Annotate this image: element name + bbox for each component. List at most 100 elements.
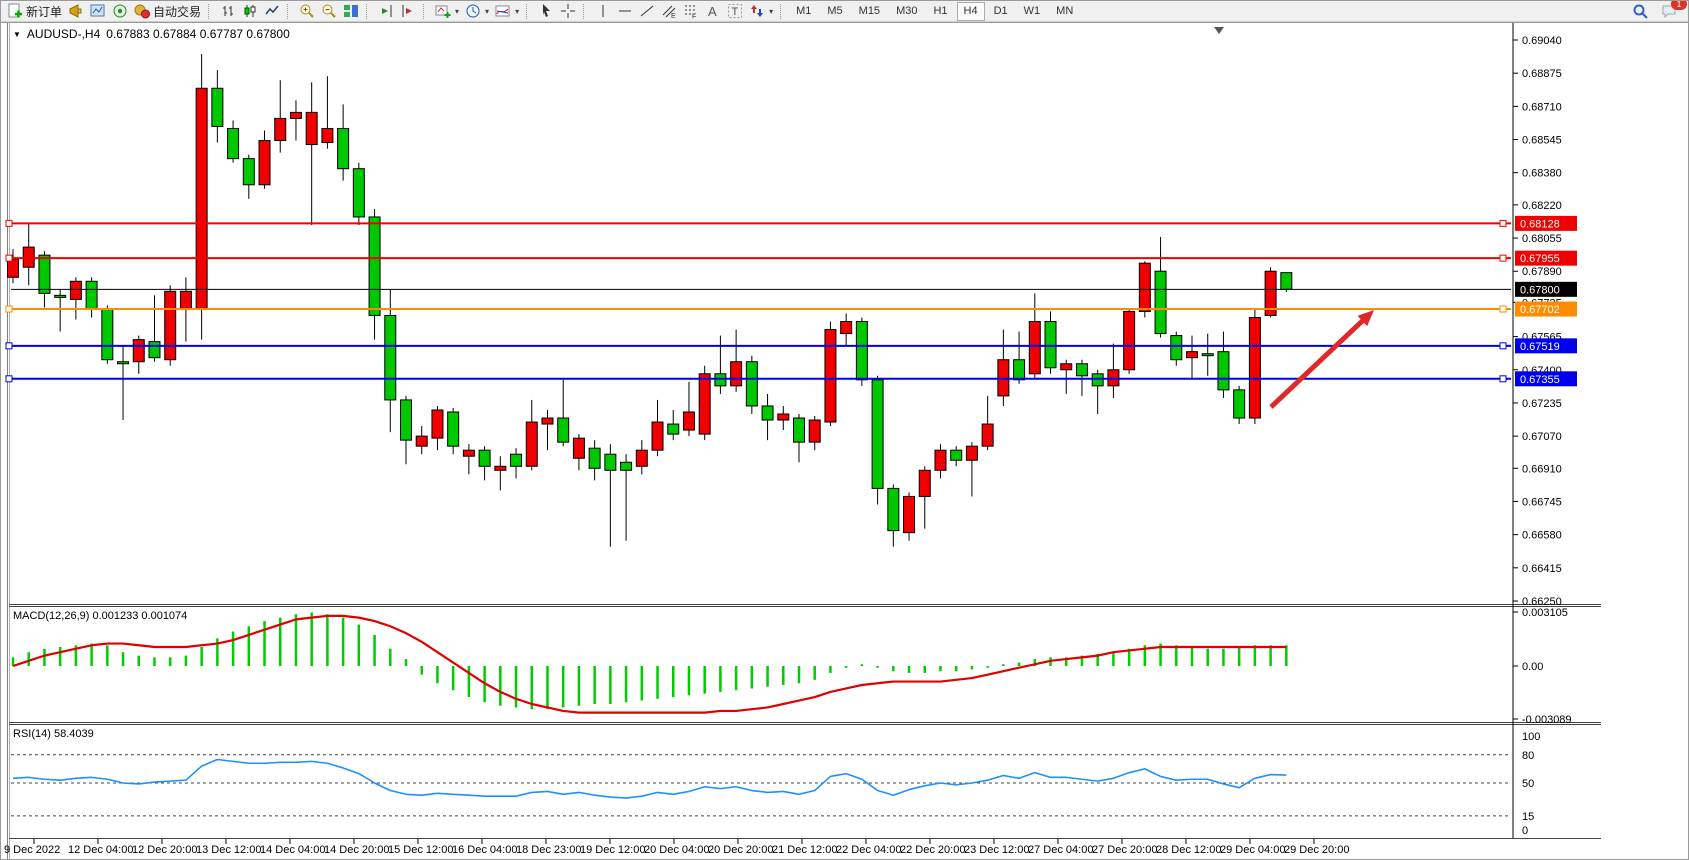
price-tick-label: 0.66415: [1522, 563, 1562, 575]
support-line-2-handle[interactable]: [1499, 375, 1507, 383]
timeframe-D1[interactable]: D1: [993, 5, 1008, 17]
equidistant-channel-icon: E: [662, 5, 676, 19]
timeframe-M5[interactable]: M5: [827, 5, 843, 17]
candle: [808, 416, 821, 451]
chart-shift-button[interactable]: [397, 2, 419, 21]
symbol-dropdown-icon[interactable]: ▼: [13, 29, 21, 39]
price-tick-label: 0.67890: [1522, 266, 1562, 278]
trendline-button[interactable]: [636, 2, 658, 21]
line-chart-button[interactable]: [261, 2, 283, 21]
alerts-button[interactable]: [65, 2, 87, 21]
auto-scroll-icon: [382, 5, 392, 17]
candle: [903, 492, 916, 541]
text-button[interactable]: A: [702, 2, 724, 21]
candle: [305, 82, 318, 225]
equidistant-channel-button[interactable]: E: [658, 2, 680, 21]
arrows-icon: [751, 5, 764, 17]
candle: [337, 104, 350, 181]
toolbar-separator: [423, 3, 428, 19]
candle: [69, 277, 82, 320]
support-line-2-price-badge: [1515, 371, 1577, 387]
templates-button[interactable]: ▾: [492, 2, 522, 21]
search-button[interactable]: [1629, 2, 1652, 21]
trend-arrow-head: [1357, 310, 1374, 327]
support-line-1-handle[interactable]: [1499, 342, 1507, 350]
auto-scroll-button[interactable]: [375, 2, 397, 21]
time-tick-label: 15 Dec 12:00: [388, 844, 453, 856]
candle: [871, 375, 884, 505]
fibonacci-button[interactable]: F: [680, 2, 702, 21]
horizontal-line-button[interactable]: [614, 2, 636, 21]
resistance-line-2-handle[interactable]: [1499, 254, 1507, 262]
chart-title: ▼ AUDUSD-,H4 0.67883 0.67884 0.67787 0.6…: [13, 27, 290, 41]
periods-button[interactable]: ▾: [462, 2, 492, 21]
timeframe-W1[interactable]: W1: [1023, 5, 1041, 17]
vertical-line-button[interactable]: [592, 2, 614, 21]
candle: [1154, 237, 1167, 338]
timeframe-M15[interactable]: M15: [858, 5, 881, 17]
text-label-button[interactable]: T: [724, 2, 746, 21]
resistance-line-1-handle[interactable]: [5, 219, 13, 227]
chart-window-button[interactable]: [87, 2, 109, 21]
timeframe-MN[interactable]: MN: [1056, 5, 1074, 17]
svg-text:F: F: [692, 14, 696, 20]
arrows-button[interactable]: ▾: [746, 2, 776, 21]
timeframe-H4[interactable]: H4: [956, 1, 985, 21]
candle: [730, 329, 743, 392]
fibonacci-icon: F: [685, 5, 698, 20]
candle: [981, 395, 994, 451]
candle: [572, 434, 585, 471]
bar-chart-icon: [223, 6, 234, 16]
time-tick-label: 21 Dec 12:00: [772, 844, 837, 856]
pivot-line-price-badge: [1515, 301, 1577, 317]
support-line-1-handle[interactable]: [5, 342, 13, 350]
resistance-line-1-handle[interactable]: [1499, 219, 1507, 227]
candle: [604, 444, 617, 547]
cursor-button[interactable]: [535, 2, 557, 21]
rsi-tick-label: 0: [1522, 825, 1528, 837]
signals-button[interactable]: [109, 2, 131, 21]
pivot-line-handle[interactable]: [5, 305, 13, 313]
zoom-out-button[interactable]: [318, 2, 340, 21]
candle: [793, 414, 805, 463]
zoom-in-icon: [300, 4, 314, 18]
timeframe-M1[interactable]: M1: [796, 5, 812, 17]
chart-shift-marker-icon: [1214, 27, 1224, 34]
candle: [1233, 385, 1246, 425]
time-tick-label: 16 Dec 04:00: [452, 844, 517, 856]
toolbar: 新订单 自动交易: [1, 1, 1688, 22]
tile-windows-button[interactable]: [340, 2, 362, 21]
trendline-icon: [640, 5, 654, 17]
signals-icon: [113, 4, 127, 18]
candlestick-chart-button[interactable]: [239, 2, 261, 21]
tile-windows-icon: [344, 5, 359, 17]
candle: [651, 399, 664, 457]
candle: [415, 426, 428, 455]
candle: [1028, 293, 1041, 380]
time-tick-label: 28 Dec 12:00: [1156, 844, 1221, 856]
crosshair-button[interactable]: [557, 2, 579, 21]
timeframe-H1[interactable]: H1: [933, 5, 948, 17]
resistance-line-2-handle[interactable]: [5, 254, 13, 262]
candle: [745, 355, 758, 415]
price-tick-label: 0.69040: [1522, 35, 1562, 47]
pivot-line-handle[interactable]: [1499, 305, 1507, 313]
candle: [698, 365, 711, 441]
bar-chart-button[interactable]: [217, 2, 239, 21]
rsi-tick-label: 100: [1522, 731, 1540, 743]
new-order-button[interactable]: 新订单: [4, 2, 65, 21]
timeframe-M30[interactable]: M30: [896, 5, 918, 17]
notifications-button[interactable]: 1: [1658, 1, 1687, 21]
candle: [1075, 359, 1088, 396]
time-tick-label: 20 Dec 04:00: [644, 844, 709, 856]
zoom-in-button[interactable]: [296, 2, 318, 21]
time-tick-label: 27 Dec 04:00: [1028, 844, 1093, 856]
resistance-line-1-price-badge-label: 0.68128: [1520, 218, 1560, 230]
autotrading-button[interactable]: 自动交易: [131, 2, 204, 21]
indicators-button[interactable]: ▾: [432, 2, 462, 21]
trend-arrow[interactable]: [1269, 317, 1366, 409]
support-line-2-handle[interactable]: [5, 375, 13, 383]
support-line-2-price-badge-label: 0.67355: [1520, 374, 1560, 386]
pivot-line-price-badge-label: 0.67702: [1520, 304, 1560, 316]
